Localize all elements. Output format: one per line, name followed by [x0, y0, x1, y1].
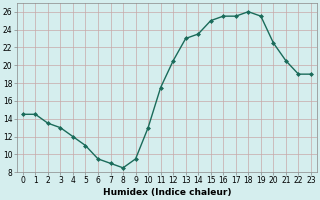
- X-axis label: Humidex (Indice chaleur): Humidex (Indice chaleur): [103, 188, 231, 197]
